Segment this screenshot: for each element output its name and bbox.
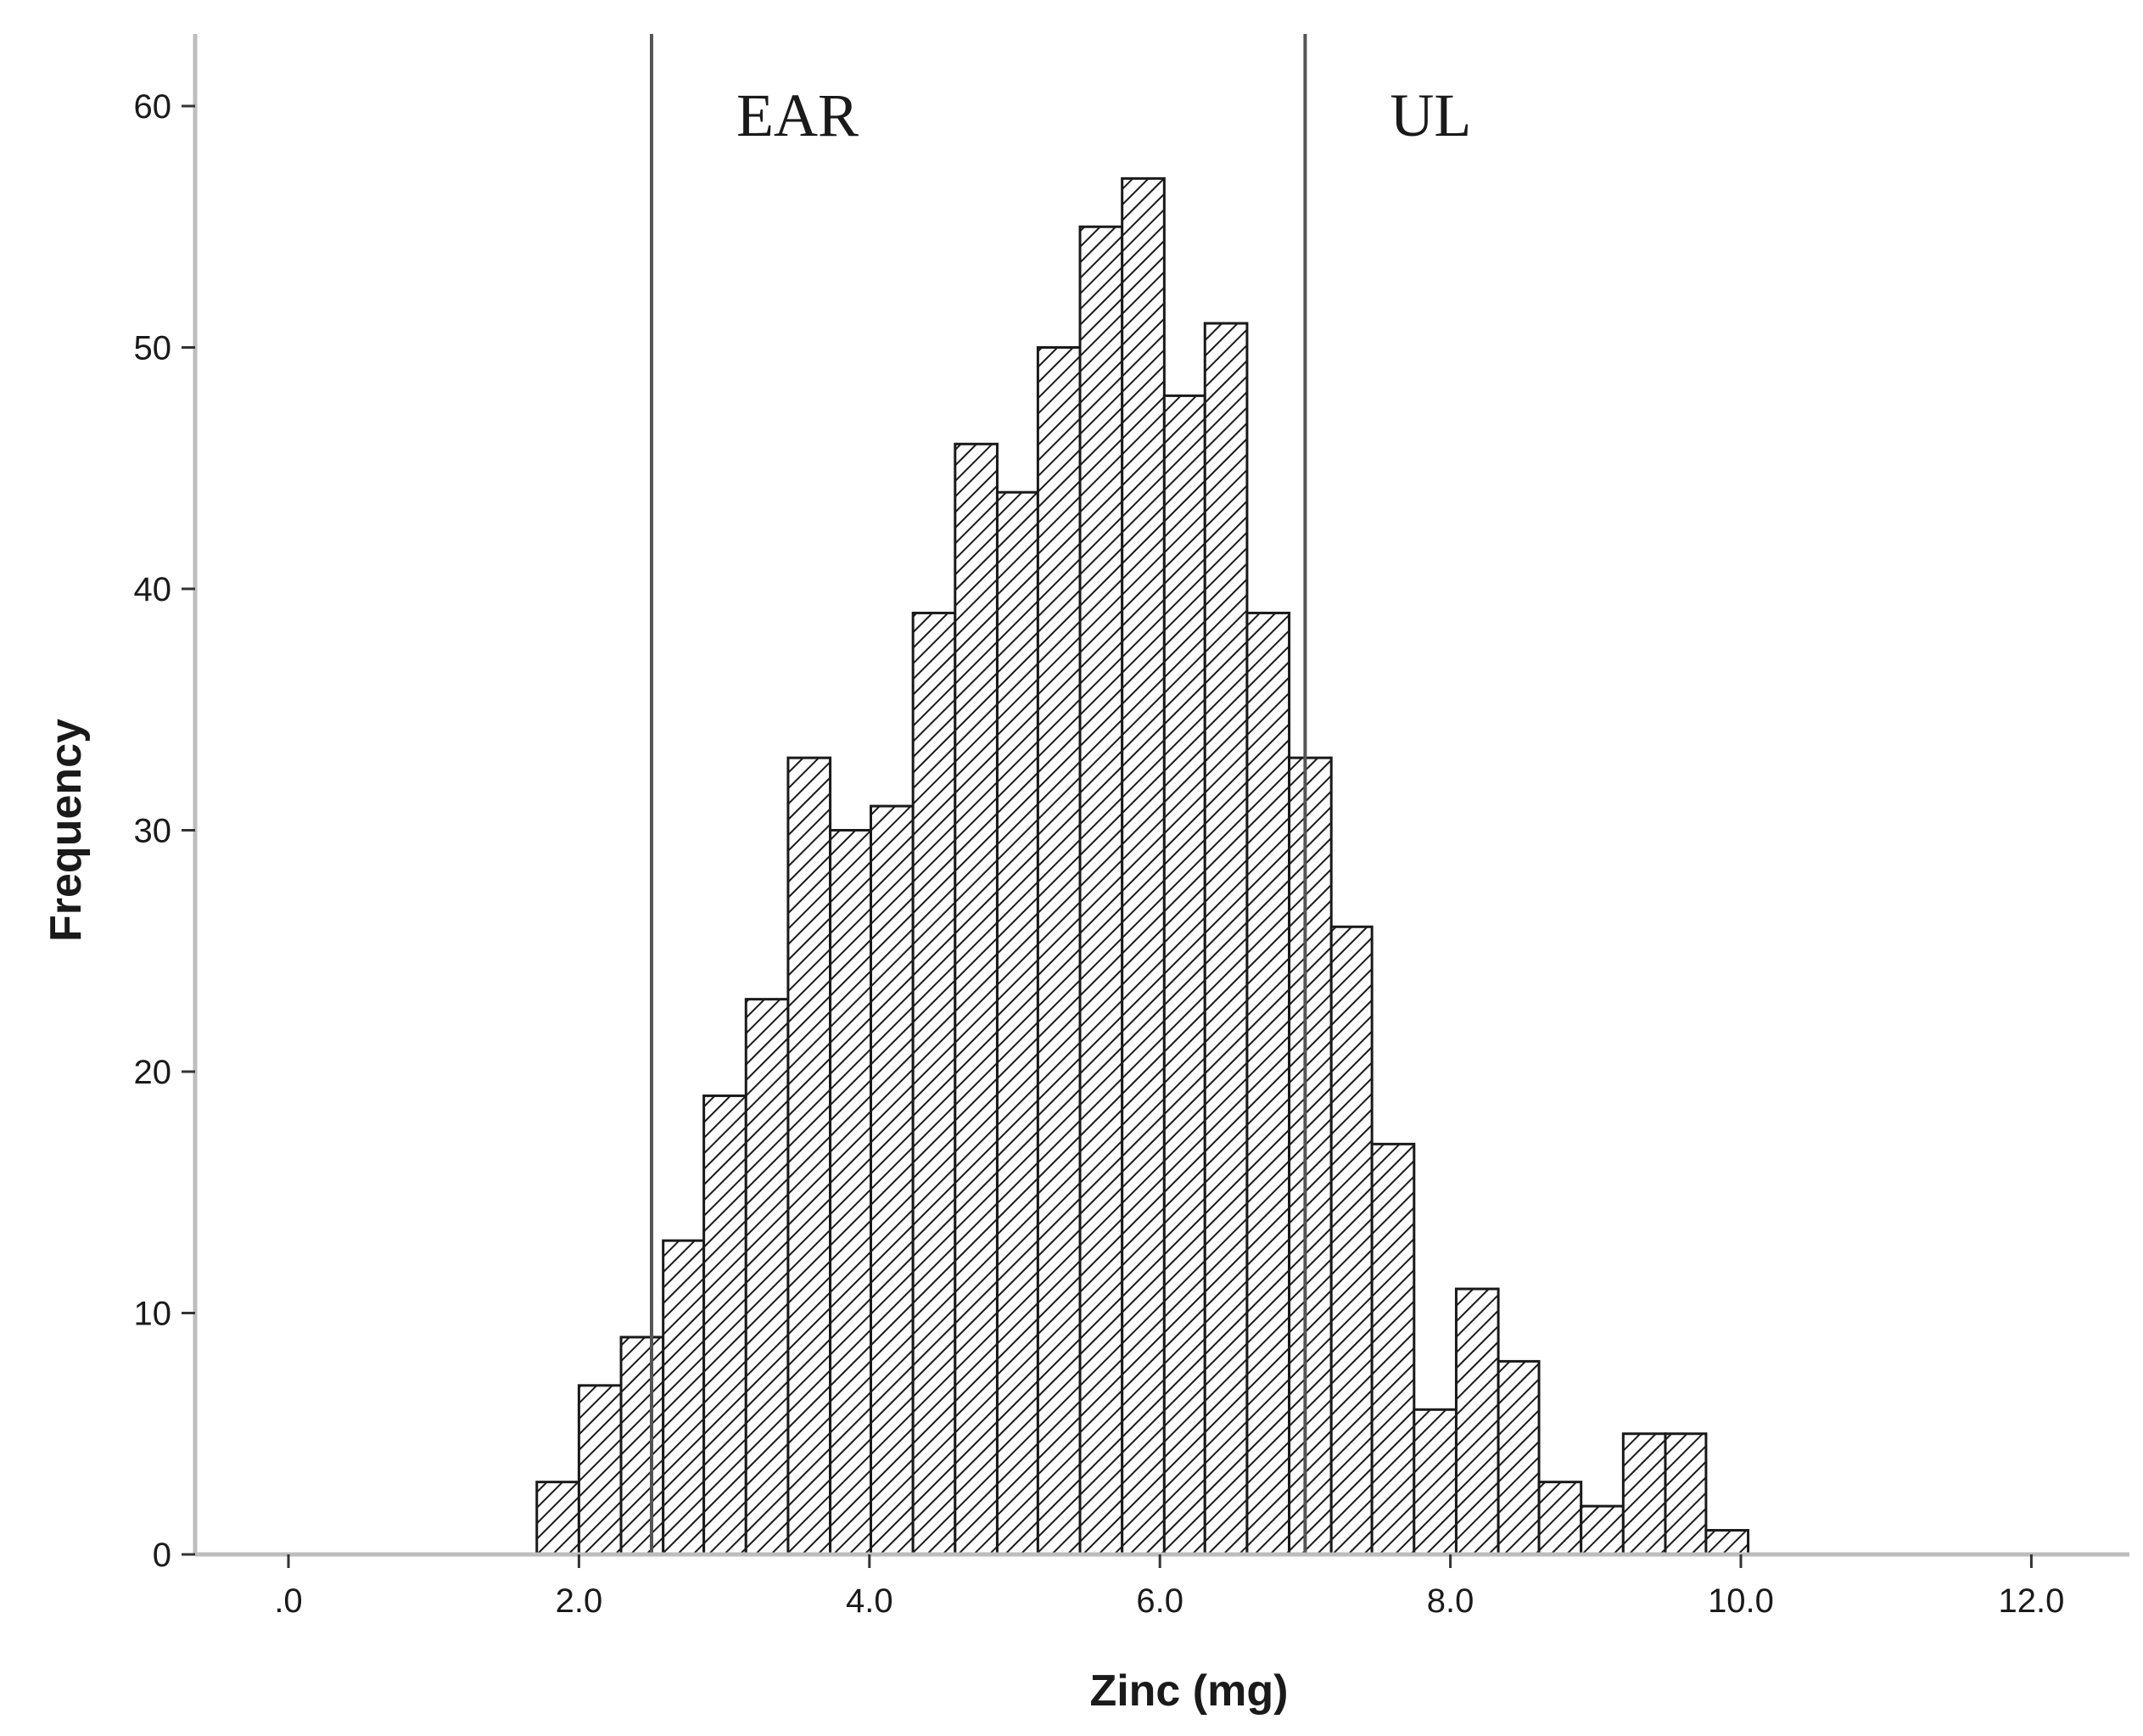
histogram-bar: [1454, 1287, 1500, 1556]
x-tick-label: 10.0: [1708, 1582, 1774, 1620]
histogram-bar: [1664, 1432, 1708, 1556]
reference-label-ul: UL: [1390, 81, 1471, 149]
histogram-bar: [1413, 1408, 1458, 1556]
y-tick-label: 40: [134, 571, 172, 608]
histogram-bar: [577, 1384, 623, 1556]
histogram-bar: [744, 998, 790, 1556]
x-tick-label: 8.0: [1427, 1582, 1474, 1620]
x-tick-label: 2.0: [556, 1582, 603, 1620]
histogram-bar: [1704, 1529, 1750, 1556]
histogram-bar: [786, 756, 832, 1556]
x-tick-label: 4.0: [846, 1582, 893, 1620]
histogram-bar: [870, 804, 915, 1556]
histogram-bar: [1497, 1359, 1541, 1556]
x-tick-label: 6.0: [1136, 1582, 1183, 1620]
histogram-bar: [535, 1481, 580, 1556]
histogram-bar: [1078, 225, 1124, 1556]
reference-label-ear: EAR: [736, 81, 859, 149]
y-tick-label: 60: [134, 88, 172, 126]
histogram-bar: [954, 442, 999, 1556]
y-tick-label: 50: [134, 330, 172, 367]
histogram-bar: [619, 1336, 665, 1556]
x-tick-label: .0: [274, 1582, 302, 1620]
histogram-bar: [702, 1094, 747, 1556]
histogram-bar: [1121, 176, 1166, 1556]
histogram-bar: [1203, 322, 1249, 1556]
histogram-bar: [1537, 1481, 1583, 1556]
reference-lines: EAR UL: [650, 34, 1471, 1554]
y-tick-label: 0: [153, 1537, 171, 1574]
ticks: 0 10 20 30 40 50 60 .0 2.0 4.0 6.0 8.0 10.0 12.0: [134, 88, 2065, 1620]
histogram-bar: [1162, 394, 1206, 1556]
y-tick-label: 10: [134, 1296, 172, 1333]
histogram-bar: [1621, 1432, 1667, 1556]
histogram-bar: [662, 1239, 706, 1556]
histogram-bar: [1288, 756, 1333, 1556]
y-axis-title: Frequency: [42, 719, 91, 942]
histogram-bars: [535, 176, 1750, 1556]
histogram-bar: [1580, 1504, 1625, 1556]
x-tick-label: 12.0: [1998, 1582, 2064, 1620]
x-axis-title: Zinc (mg): [1089, 1666, 1288, 1716]
histogram-bar: [829, 829, 873, 1556]
histogram-bar: [911, 611, 957, 1556]
histogram-bar: [1329, 925, 1374, 1556]
axes: [193, 34, 2129, 1557]
histogram-bar: [1370, 1142, 1416, 1556]
histogram-bar: [995, 490, 1039, 1556]
y-tick-label: 20: [134, 1054, 172, 1091]
histogram-bar: [1245, 611, 1291, 1556]
histogram-bar: [1036, 346, 1082, 1556]
y-tick-label: 30: [134, 813, 172, 850]
